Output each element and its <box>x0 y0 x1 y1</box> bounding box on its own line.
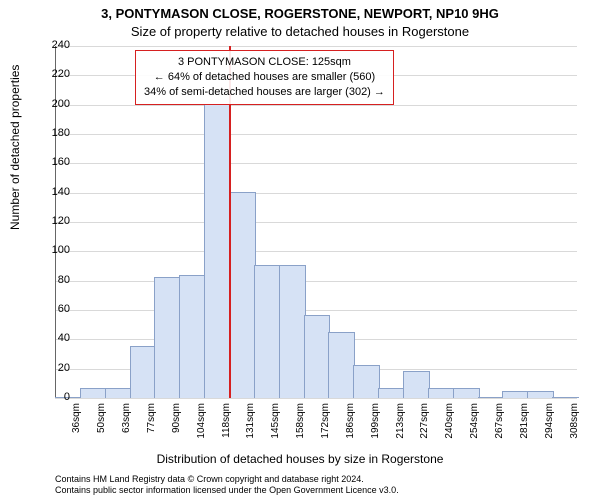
y-tick-label: 80 <box>40 274 70 286</box>
x-tick-label: 294sqm <box>544 403 555 443</box>
histogram-bar <box>478 397 505 398</box>
y-tick-label: 0 <box>40 391 70 403</box>
y-tick-label: 220 <box>40 68 70 80</box>
x-tick-label: 281sqm <box>519 403 530 443</box>
x-tick-label: 36sqm <box>71 403 82 443</box>
histogram-bar <box>154 277 181 398</box>
x-tick-label: 227sqm <box>419 403 430 443</box>
histogram-bar <box>130 346 157 398</box>
histogram-bar <box>254 265 281 398</box>
y-tick-label: 160 <box>40 156 70 168</box>
x-tick-label: 118sqm <box>221 403 232 443</box>
histogram-bar <box>204 104 231 398</box>
x-tick-label: 50sqm <box>96 403 107 443</box>
x-tick-label: 90sqm <box>171 403 182 443</box>
x-tick-label: 308sqm <box>569 403 580 443</box>
histogram-bar <box>502 391 529 398</box>
histogram-bar <box>279 265 306 398</box>
x-tick-label: 131sqm <box>245 403 256 443</box>
x-tick-label: 186sqm <box>345 403 356 443</box>
y-tick-label: 240 <box>40 39 70 51</box>
x-tick-label: 240sqm <box>444 403 455 443</box>
y-tick-label: 40 <box>40 332 70 344</box>
histogram-bar <box>527 391 554 398</box>
histogram-bar <box>353 365 380 398</box>
x-tick-label: 213sqm <box>395 403 406 443</box>
histogram-bar <box>378 388 405 398</box>
chart-title-address: 3, PONTYMASON CLOSE, ROGERSTONE, NEWPORT… <box>0 6 600 21</box>
annotation-line1: 3 PONTYMASON CLOSE: 125sqm <box>144 55 385 70</box>
histogram-bar <box>403 371 430 398</box>
gridline <box>55 398 577 399</box>
footer-line1: Contains HM Land Registry data © Crown c… <box>55 474 580 485</box>
histogram-bar <box>229 192 256 398</box>
histogram-bar <box>179 275 206 398</box>
x-tick-label: 172sqm <box>320 403 331 443</box>
y-tick-label: 120 <box>40 215 70 227</box>
y-tick-label: 180 <box>40 127 70 139</box>
annotation-line3: 34% of semi-detached houses are larger (… <box>144 85 385 100</box>
histogram-bar <box>428 388 455 398</box>
histogram-bar <box>328 332 355 398</box>
x-tick-label: 254sqm <box>469 403 480 443</box>
y-tick-label: 20 <box>40 362 70 374</box>
histogram-bar <box>453 388 480 398</box>
y-tick-label: 60 <box>40 303 70 315</box>
x-tick-label: 63sqm <box>121 403 132 443</box>
chart-title-subtitle: Size of property relative to detached ho… <box>0 24 600 39</box>
y-tick-label: 140 <box>40 186 70 198</box>
x-tick-label: 158sqm <box>295 403 306 443</box>
histogram-bar <box>80 388 107 398</box>
histogram-bar <box>105 388 132 398</box>
x-tick-label: 267sqm <box>494 403 505 443</box>
annotation-line2: ← 64% of detached houses are smaller (56… <box>144 70 385 85</box>
y-axis-label: Number of detached properties <box>8 65 22 230</box>
x-tick-label: 199sqm <box>370 403 381 443</box>
x-tick-label: 77sqm <box>146 403 157 443</box>
x-tick-label: 145sqm <box>270 403 281 443</box>
y-tick-label: 200 <box>40 98 70 110</box>
y-tick-label: 100 <box>40 244 70 256</box>
histogram-bar <box>304 315 331 398</box>
x-axis-label: Distribution of detached houses by size … <box>0 452 600 466</box>
footer-line2: Contains public sector information licen… <box>55 485 580 496</box>
annotation-box: 3 PONTYMASON CLOSE: 125sqm ← 64% of deta… <box>135 50 394 105</box>
histogram-bar <box>552 397 579 398</box>
x-tick-label: 104sqm <box>196 403 207 443</box>
chart-plot-area: 3 PONTYMASON CLOSE: 125sqm ← 64% of deta… <box>55 46 577 398</box>
footer-attribution: Contains HM Land Registry data © Crown c… <box>55 474 580 496</box>
